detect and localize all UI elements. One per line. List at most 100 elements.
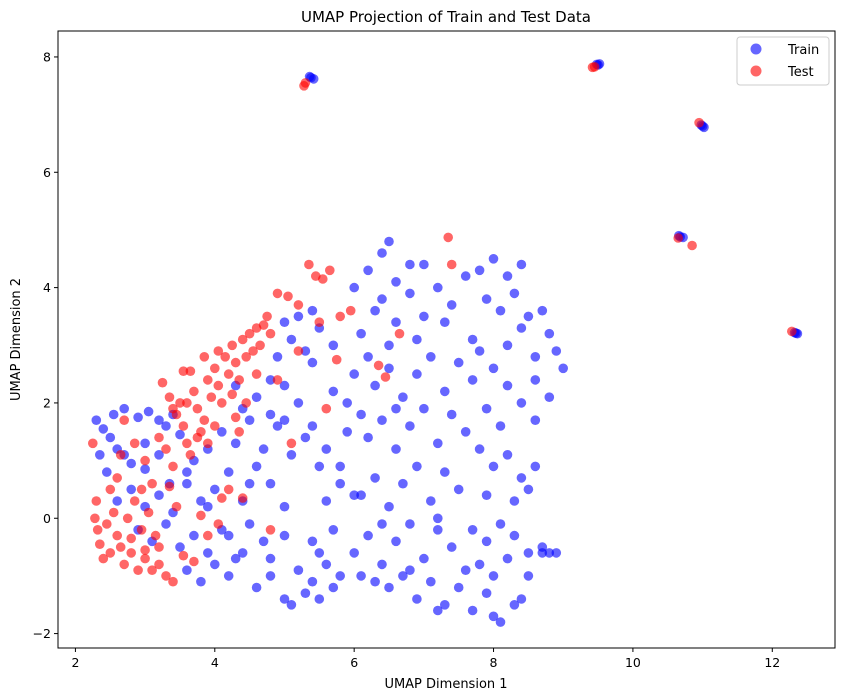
test-point xyxy=(265,525,276,535)
train-point xyxy=(279,501,290,512)
x-axis-label: UMAP Dimension 1 xyxy=(384,677,507,692)
train-point xyxy=(419,259,429,270)
train-point xyxy=(481,294,492,304)
test-point xyxy=(136,525,147,535)
train-point xyxy=(488,363,499,374)
train-point xyxy=(210,484,220,495)
train-point xyxy=(502,553,513,564)
test-point xyxy=(189,556,199,567)
train-point xyxy=(349,282,360,293)
train-point xyxy=(530,352,541,362)
test-point xyxy=(265,328,276,339)
train-point xyxy=(391,317,401,328)
test-point xyxy=(154,432,164,443)
train-point xyxy=(509,530,520,541)
test-point xyxy=(331,354,342,365)
legend-marker-train xyxy=(750,43,762,55)
train-point xyxy=(356,409,366,420)
y-tick-label: −2 xyxy=(33,626,51,641)
test-point xyxy=(203,375,213,385)
train-point xyxy=(140,438,150,449)
train-point xyxy=(321,444,332,454)
test-point xyxy=(143,507,154,518)
train-point xyxy=(398,571,408,581)
train-point xyxy=(286,334,297,345)
test-point xyxy=(175,398,185,408)
test-point xyxy=(129,496,140,506)
test-point xyxy=(90,513,100,524)
train-point xyxy=(405,288,415,299)
train-point xyxy=(502,380,513,391)
test-point xyxy=(102,519,112,529)
train-point xyxy=(530,415,541,426)
train-point xyxy=(460,427,471,437)
train-point xyxy=(405,565,415,575)
train-point xyxy=(286,450,297,460)
train-point xyxy=(314,548,325,558)
train-point xyxy=(328,340,339,351)
test-point xyxy=(223,369,234,379)
train-point xyxy=(356,328,366,339)
train-point xyxy=(154,490,164,501)
train-point xyxy=(321,496,332,506)
train-point xyxy=(433,513,443,524)
y-tick-label: 2 xyxy=(43,395,51,410)
train-point xyxy=(349,369,360,379)
train-point xyxy=(370,576,380,587)
train-point xyxy=(279,380,290,391)
test-point xyxy=(161,571,171,581)
train-point xyxy=(307,421,318,431)
train-point xyxy=(446,300,457,310)
train-point xyxy=(391,403,401,414)
test-point xyxy=(210,421,220,431)
train-point xyxy=(112,496,122,506)
train-point xyxy=(551,346,562,356)
train-point xyxy=(91,415,102,426)
test-point xyxy=(230,412,241,423)
train-point xyxy=(335,478,346,489)
test-point xyxy=(272,288,283,299)
train-point xyxy=(516,398,527,408)
train-point xyxy=(223,530,234,541)
train-point xyxy=(154,450,164,460)
test-point xyxy=(220,352,230,362)
test-point xyxy=(199,352,210,362)
train-point xyxy=(537,305,548,316)
train-point xyxy=(210,559,220,570)
train-point xyxy=(481,536,492,547)
train-point xyxy=(223,571,234,581)
train-point xyxy=(509,600,520,610)
train-point xyxy=(126,484,136,495)
train-point xyxy=(544,392,555,403)
train-point xyxy=(314,461,325,472)
train-point xyxy=(349,490,360,501)
test-point xyxy=(299,81,309,91)
test-point xyxy=(182,438,192,449)
test-point xyxy=(373,360,384,371)
train-point xyxy=(460,565,471,575)
train-point xyxy=(244,519,255,529)
test-point xyxy=(248,346,258,356)
test-point xyxy=(126,548,136,558)
test-point xyxy=(244,328,255,339)
train-point xyxy=(293,311,304,322)
train-point xyxy=(363,265,373,276)
train-point xyxy=(391,444,401,454)
test-point xyxy=(213,380,224,391)
test-point xyxy=(787,326,797,337)
train-point xyxy=(544,328,555,339)
train-point xyxy=(286,600,297,610)
train-point xyxy=(398,392,408,403)
test-point xyxy=(112,530,122,541)
train-point xyxy=(377,248,387,258)
train-point xyxy=(467,334,478,345)
train-point xyxy=(440,317,450,328)
legend-marker-test xyxy=(750,65,762,77)
train-point xyxy=(440,386,450,397)
train-point xyxy=(523,548,534,558)
test-point xyxy=(185,450,196,460)
test-point xyxy=(241,398,251,408)
train-point xyxy=(265,409,276,420)
test-point xyxy=(213,346,224,356)
train-point xyxy=(161,519,171,529)
